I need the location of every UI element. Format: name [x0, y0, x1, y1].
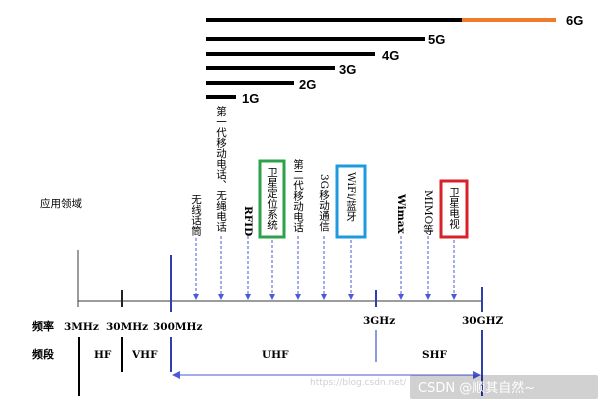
- app-box-satellite-tv: [439, 179, 469, 239]
- band-heading: 频段: [32, 347, 54, 361]
- app-box-satellite-positioning: [258, 159, 286, 239]
- span-arrow-left-head: [172, 371, 180, 379]
- app-label-satellite-tv: 卫星电视: [448, 187, 460, 230]
- freq-label-30mhz: 30MHz: [106, 321, 148, 333]
- app-label-1g-phone: 第一代移动电话、无绳电话: [215, 105, 227, 233]
- freq-label-3ghz: 3GHz: [363, 315, 395, 327]
- pointer-arrowheads: [193, 294, 457, 300]
- watermark-text: CSDN @顺其自然~: [418, 380, 535, 396]
- app-label-2g-phone: 第二代移动电话: [292, 158, 304, 233]
- gen-label-3g: 3G: [339, 62, 356, 77]
- app-label-3g: 3G移动通信: [318, 174, 330, 232]
- app-label-rfid: RFID: [242, 206, 254, 236]
- freq-label-300mhz: 300MHz: [153, 321, 202, 333]
- gen-label-4g: 4G: [382, 48, 399, 63]
- app-label-satellite-positioning: 卫星定位系统: [266, 167, 278, 230]
- gen-label-6g: 6G: [566, 13, 583, 28]
- freq-label-3mhz: 3MHz: [64, 321, 99, 333]
- gen-label-1g: 1G: [242, 91, 259, 106]
- watermark-faint: https://blog.csdn.net/: [310, 378, 407, 388]
- gen-label-2g: 2G: [299, 77, 316, 92]
- app-label-wimax: Wimax: [395, 193, 407, 235]
- app-label-wifi-bluetooth: WiFi/蓝牙: [345, 172, 357, 222]
- watermark-backdrop: [410, 375, 598, 399]
- band-label-hf: HF: [94, 349, 112, 361]
- gen-label-5g: 5G: [428, 32, 445, 47]
- band-label-vhf: VHF: [131, 349, 158, 361]
- span-arrow-right-head: [473, 371, 481, 379]
- freq-label-30ghz: 30GHZ: [462, 315, 503, 327]
- band-label-uhf: UHF: [262, 349, 289, 361]
- application-heading: 应用领域: [40, 197, 82, 210]
- pointer-arrows: [195, 236, 455, 294]
- band-label-shf: SHF: [422, 349, 448, 361]
- app-box-wifi-bluetooth: [335, 164, 367, 239]
- app-label-wireless-mic: 无线话筒: [190, 194, 202, 237]
- app-label-mimo: MIMO等: [422, 190, 434, 235]
- frequency-heading: 频率: [32, 319, 54, 333]
